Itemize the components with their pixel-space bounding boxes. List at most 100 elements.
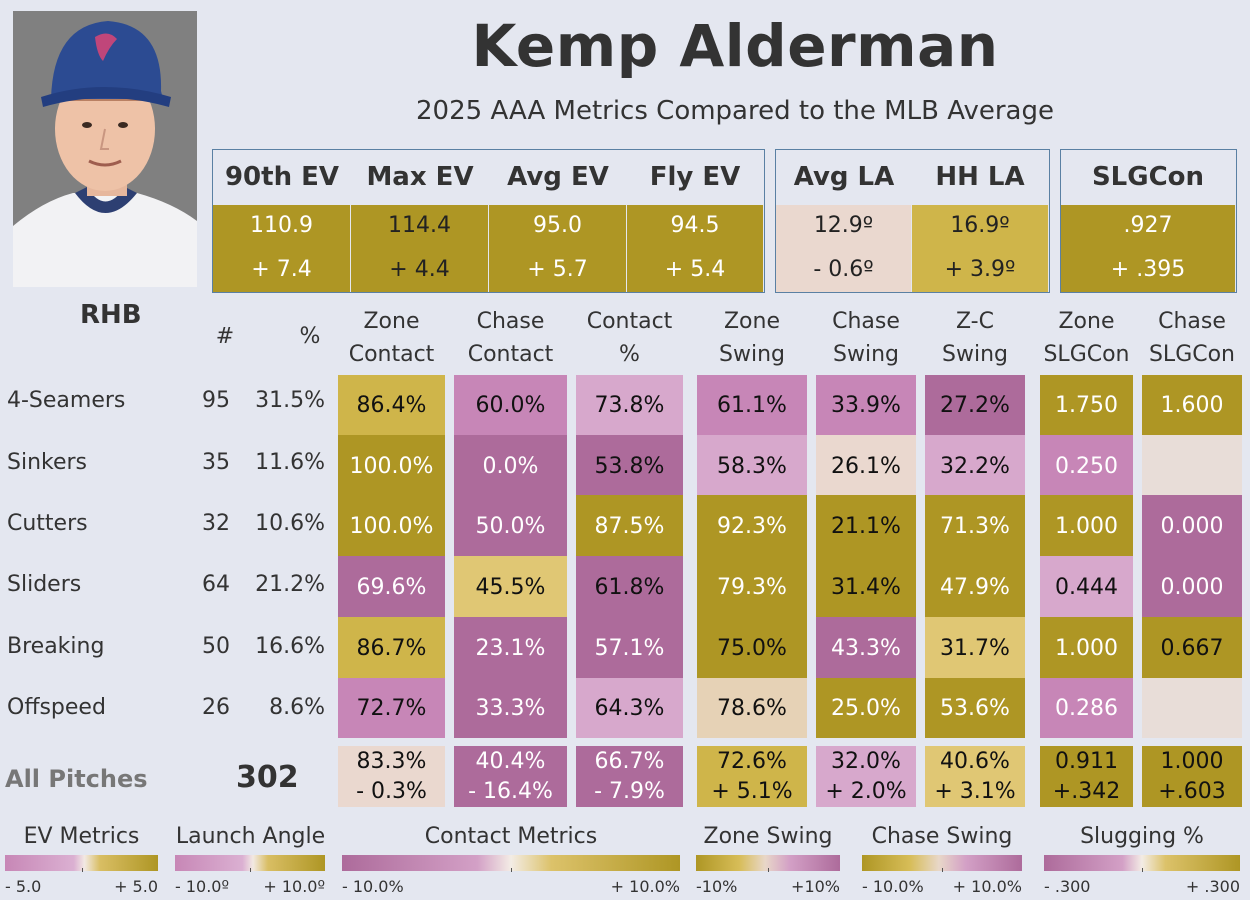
legend-max-label: + 10.0%: [952, 877, 1022, 896]
total-chase-contact: 40.4% - 16.4%: [454, 746, 567, 807]
total-value: 72.6%: [717, 749, 787, 774]
total-chase-slgcon: 1.000 +.603: [1142, 746, 1242, 807]
cell-offspeed-zone-swing: 78.6%: [697, 678, 807, 738]
player-name: Kemp Alderman: [471, 12, 999, 80]
cell-cutters-contact-pct: 87.5%: [576, 495, 683, 556]
cell-sliders-contact-pct: 61.8%: [576, 556, 683, 617]
cell-breaking-zc-swing: 31.7%: [925, 617, 1025, 678]
cell-cutters-chase-contact: 50.0%: [454, 495, 567, 556]
total-value: 1.000: [1160, 749, 1224, 774]
legend-midpoint-tick: [1142, 868, 1143, 872]
hh-la-value: 16.9º: [950, 213, 1010, 238]
chase-swing-header-line2: Swing: [833, 342, 899, 367]
pitch-label-breaking: Breaking: [7, 634, 105, 659]
pitch-label-cutters: Cutters: [7, 511, 88, 536]
avg-la-header: Avg LA: [793, 162, 895, 192]
pct-cutters: 10.6%: [255, 511, 325, 536]
zc-swing-header: Z-C Swing: [925, 305, 1025, 371]
pct-breaking: 16.6%: [255, 634, 325, 659]
legend-title: Contact Metrics: [424, 824, 598, 849]
pitch-label-offspeed: Offspeed: [7, 695, 106, 720]
cell-breaking-chase-swing: 43.3%: [816, 617, 916, 678]
zone-swing-header-line1: Zone: [723, 309, 780, 334]
cell-sinkers-contact-pct: 53.8%: [576, 435, 683, 496]
ev-avg-header: Avg EV: [507, 162, 609, 192]
total-diff: +.603: [1158, 779, 1226, 804]
ev-fly-diff: + 5.4: [664, 257, 726, 282]
legend-midpoint-tick: [942, 868, 943, 872]
total-value: 83.3%: [356, 749, 427, 774]
avg-la-diff: - 0.6º: [813, 257, 874, 282]
cell-sliders-zone-contact: 69.6%: [338, 556, 445, 617]
cell-offspeed-chase-swing: 25.0%: [816, 678, 916, 738]
contact-pct-header: Contact %: [576, 305, 683, 371]
ev-fly-header: Fly EV: [649, 162, 741, 192]
zone-swing-header: Zone Swing: [697, 305, 807, 371]
pct-4-seamers: 31.5%: [255, 388, 325, 413]
page-subtitle: 2025 AAA Metrics Compared to the MLB Ave…: [416, 96, 1054, 126]
cell-sinkers-chase-slgcon: [1142, 435, 1242, 496]
pct-sliders: 21.2%: [255, 572, 325, 597]
slgcon-cell: .927 + .395: [1061, 205, 1235, 292]
hh-la-cell: 16.9º + 3.9º: [912, 205, 1048, 292]
cell-4-seamers-zc-swing: 27.2%: [925, 375, 1025, 435]
count-offspeed: 26: [202, 695, 230, 720]
chase-contact-header-line2: Contact: [467, 342, 554, 367]
ev-max-header: Max EV: [366, 162, 474, 192]
chase-slgcon-header-line1: Chase: [1158, 309, 1226, 334]
chase-contact-header-line1: Chase: [476, 309, 545, 334]
zone-contact-header: Zone Contact: [338, 305, 445, 371]
total-zone-swing: 72.6% + 5.1%: [697, 746, 807, 807]
ev-max-value: 114.4: [388, 213, 451, 238]
zone-contact-header-line2: Contact: [348, 342, 435, 367]
zc-swing-header-line1: Z-C: [956, 309, 994, 334]
count-sinkers: 35: [202, 450, 230, 475]
cell-4-seamers-chase-swing: 33.9%: [816, 375, 916, 435]
legend-midpoint-tick: [768, 868, 769, 872]
ev-metrics-panel: 90th EV Max EV Avg EV Fly EV 110.9 + 7.4…: [212, 149, 765, 293]
total-value: 32.0%: [831, 749, 901, 774]
legend-min-label: - .300: [1044, 877, 1091, 896]
cell-4-seamers-zone-swing: 61.1%: [697, 375, 807, 435]
batter-hand-label: RHB: [80, 300, 142, 330]
slgcon-header: SLGCon: [1091, 162, 1205, 192]
legend-gradient-bar: [5, 855, 158, 871]
avg-la-value: 12.9º: [813, 213, 874, 238]
legend-midpoint-tick: [250, 868, 251, 872]
cell-4-seamers-chase-contact: 60.0%: [454, 375, 567, 435]
cell-offspeed-chase-contact: 33.3%: [454, 678, 567, 738]
total-value: 40.6%: [940, 749, 1010, 774]
cell-breaking-zone-swing: 75.0%: [697, 617, 807, 678]
cell-cutters-zone-contact: 100.0%: [338, 495, 445, 556]
legend-gradient-bar: [1044, 855, 1240, 871]
legend-max-label: +10%: [791, 877, 840, 896]
ev-90th-cell: 110.9 + 7.4: [213, 205, 350, 292]
legend-min-label: - 10.0º: [175, 877, 230, 896]
legend-midpoint-tick: [511, 868, 512, 872]
cell-sliders-chase-contact: 45.5%: [454, 556, 567, 617]
slgcon-diff: + .395: [1110, 257, 1186, 282]
cell-offspeed-zone-contact: 72.7%: [338, 678, 445, 738]
slgcon-value: .927: [1123, 213, 1173, 238]
count-cutters: 32: [202, 511, 230, 536]
cell-cutters-chase-swing: 21.1%: [816, 495, 916, 556]
cell-offspeed-zone-slgcon: 0.286: [1040, 678, 1133, 738]
hh-la-header: HH LA: [935, 162, 1025, 192]
count-4-seamers: 95: [202, 388, 230, 413]
chase-contact-header: Chase Contact: [454, 305, 567, 371]
cell-offspeed-zc-swing: 53.6%: [925, 678, 1025, 738]
contact-pct-header-line2: %: [619, 342, 640, 367]
slgcon-panel: SLGCon .927 + .395: [1060, 149, 1237, 293]
hh-la-diff: + 3.9º: [944, 257, 1016, 282]
total-zc-swing: 40.6% + 3.1%: [925, 746, 1025, 807]
cell-breaking-contact-pct: 57.1%: [576, 617, 683, 678]
cell-offspeed-contact-pct: 64.3%: [576, 678, 683, 738]
total-diff: - 7.9%: [594, 779, 665, 804]
cell-sliders-zc-swing: 47.9%: [925, 556, 1025, 617]
chase-swing-header: Chase Swing: [816, 305, 916, 371]
count-header: #: [215, 324, 235, 349]
pct-header: %: [299, 324, 321, 349]
total-diff: - 16.4%: [468, 779, 553, 804]
legend-max-label: + 5.0: [114, 877, 158, 896]
legend-title: Slugging %: [1080, 824, 1204, 849]
